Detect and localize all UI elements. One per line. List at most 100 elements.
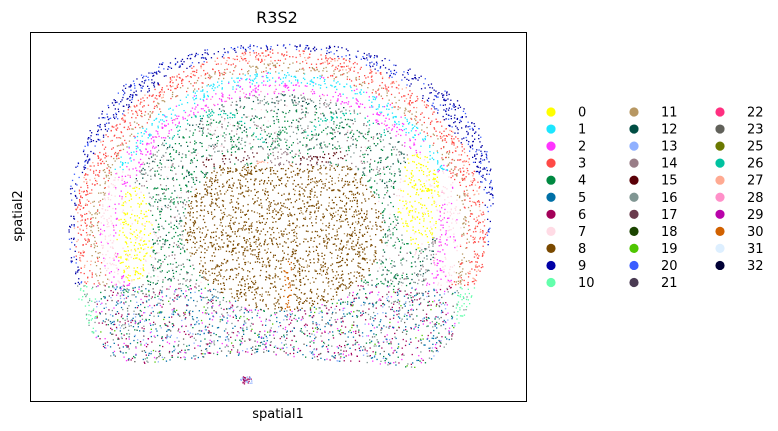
cell-point [246,190,248,192]
cell-point [422,359,424,361]
cell-point [223,163,226,165]
cell-point [375,250,377,252]
cell-point [450,281,452,283]
cell-point [384,84,386,86]
cell-point [389,75,391,77]
cell-point [413,209,415,211]
cell-point [157,145,159,147]
cell-point [286,144,288,147]
cell-point [258,146,260,148]
cell-point [311,81,313,83]
cell-point [384,208,386,210]
cell-point [100,291,102,294]
cell-point [83,251,85,253]
cell-point [297,120,300,123]
cell-point [440,312,443,314]
cell-point [120,351,122,353]
cell-point [328,239,331,241]
cell-point [349,167,351,169]
cell-point [302,97,304,99]
cell-point [189,76,192,78]
cell-point [275,173,277,175]
cell-point [125,360,128,362]
cell-point [351,206,353,208]
cell-point [131,154,133,156]
cell-point [418,222,421,224]
cell-point [189,228,192,231]
cell-point [190,278,192,280]
cell-point [284,315,286,317]
cell-point [323,240,325,242]
cell-point [116,124,118,126]
cell-point [121,262,123,264]
cell-point [407,158,409,160]
cell-point [398,301,400,303]
cell-point [424,249,426,251]
cell-point [383,166,385,168]
cell-point [415,337,417,339]
cell-point [158,259,160,261]
cell-point [109,234,112,236]
cell-point [117,273,119,275]
cell-point [187,123,189,125]
cell-point [406,72,409,74]
cell-point [197,53,199,56]
cell-point [252,100,255,103]
cell-point [247,210,249,212]
cell-point [324,254,326,256]
cell-point [343,185,345,187]
cell-point [318,133,320,135]
cell-point [373,96,376,98]
cell-point [193,90,195,92]
cell-point [354,339,357,342]
cell-point [164,166,166,168]
cell-point [252,65,254,67]
cell-point [233,141,235,143]
cell-point [332,148,334,150]
cell-point [94,316,97,318]
cell-point [407,110,409,112]
cell-point [84,305,87,307]
cell-point [428,350,431,352]
cell-point [331,302,334,305]
cell-point [121,211,124,213]
cell-point [439,131,441,133]
cell-point [427,161,429,163]
cell-point [206,296,208,298]
cell-point [393,193,395,195]
cell-point [357,238,359,241]
cell-point [143,82,145,84]
cell-point [83,166,85,168]
cell-point [304,190,306,192]
cell-point [322,156,324,158]
cell-point [368,355,370,357]
cell-point [418,247,420,249]
cell-point [165,75,167,77]
cell-point [458,322,460,324]
cell-point [312,330,315,332]
cell-point [186,271,188,273]
cell-point [154,361,156,363]
cell-point [347,184,349,186]
cell-point [379,173,382,175]
cell-point [285,183,288,185]
cell-point [199,231,201,233]
cell-point [95,336,97,339]
cell-point [443,146,445,149]
cell-point [282,129,284,132]
cell-point [356,315,358,317]
cell-point [299,44,301,46]
cell-point [186,67,188,69]
cell-point [140,191,142,193]
cell-point [123,285,125,287]
cell-point [326,52,328,55]
cell-point [422,338,424,340]
cell-point [434,108,436,110]
cell-point [245,128,248,130]
cell-point [254,201,256,203]
cell-point [424,230,426,232]
cell-point [322,345,324,347]
cell-point [391,260,393,262]
cell-point [480,175,483,177]
cell-point [209,130,211,132]
